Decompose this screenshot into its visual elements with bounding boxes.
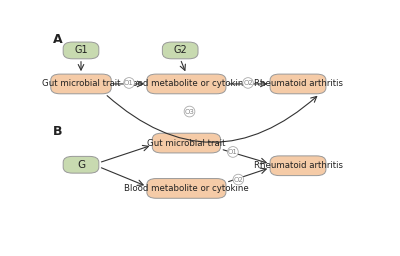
FancyBboxPatch shape bbox=[63, 156, 99, 173]
Text: O1: O1 bbox=[124, 80, 134, 86]
Text: G2: G2 bbox=[173, 45, 187, 56]
Text: O3: O3 bbox=[184, 109, 194, 114]
FancyBboxPatch shape bbox=[270, 156, 326, 176]
Text: G1: G1 bbox=[74, 45, 88, 56]
Text: O2: O2 bbox=[234, 177, 243, 183]
Text: Blood metabolite or cytokine: Blood metabolite or cytokine bbox=[124, 79, 249, 88]
Text: Rheumatoid arthritis: Rheumatoid arthritis bbox=[254, 79, 342, 88]
Text: Gut microbial trait: Gut microbial trait bbox=[147, 138, 226, 147]
Text: Blood metabolite or cytokine: Blood metabolite or cytokine bbox=[124, 184, 249, 193]
Text: Gut microbial trait: Gut microbial trait bbox=[42, 79, 120, 88]
Text: A: A bbox=[53, 33, 63, 46]
FancyBboxPatch shape bbox=[152, 133, 220, 153]
FancyBboxPatch shape bbox=[270, 74, 326, 94]
Text: O2: O2 bbox=[243, 80, 253, 86]
FancyBboxPatch shape bbox=[147, 179, 226, 198]
FancyBboxPatch shape bbox=[51, 74, 111, 94]
Text: Rheumatoid arthritis: Rheumatoid arthritis bbox=[254, 161, 342, 170]
Text: B: B bbox=[53, 125, 62, 138]
FancyBboxPatch shape bbox=[162, 42, 198, 59]
FancyBboxPatch shape bbox=[63, 42, 99, 59]
FancyBboxPatch shape bbox=[147, 74, 226, 94]
Text: G: G bbox=[77, 160, 85, 170]
Text: O1: O1 bbox=[228, 149, 238, 155]
